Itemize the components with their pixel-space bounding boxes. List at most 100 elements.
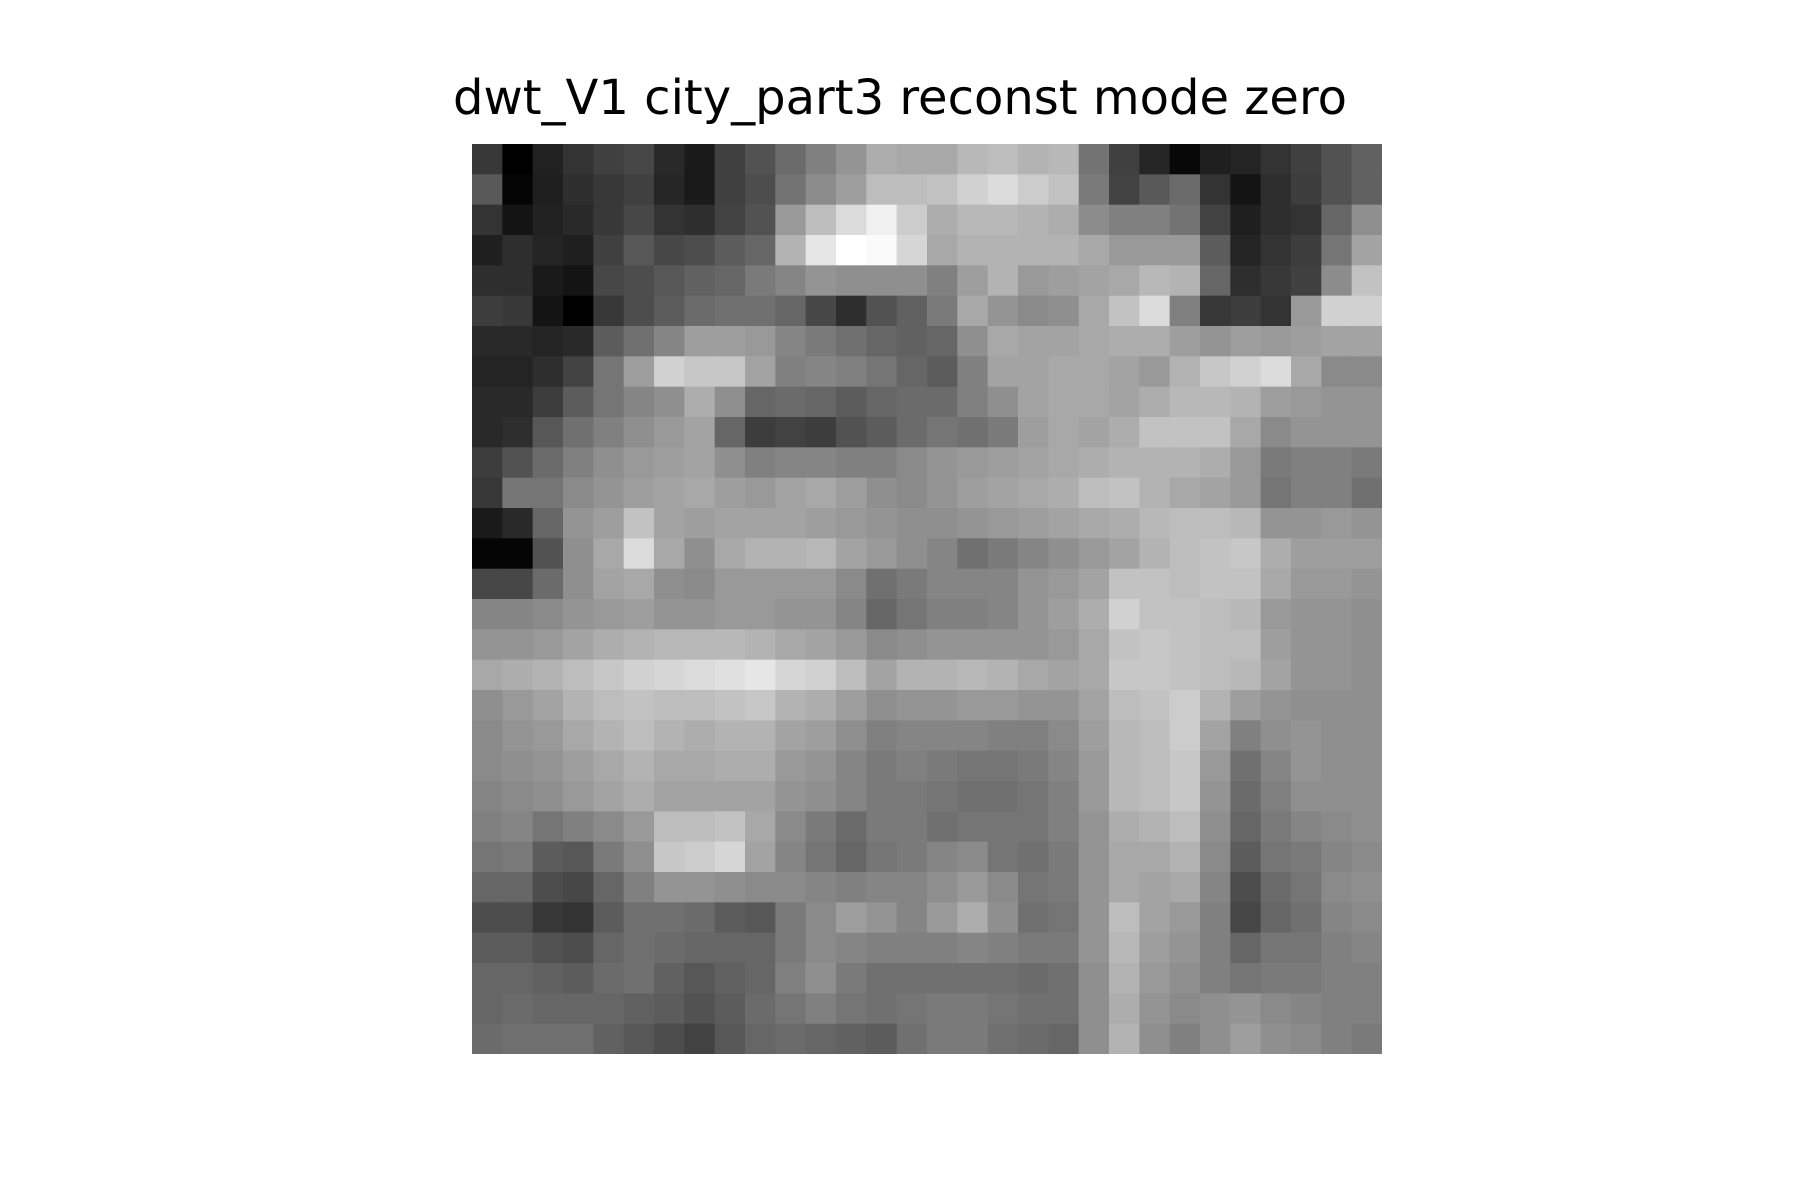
image-pixel <box>654 811 685 843</box>
image-pixel <box>502 447 534 479</box>
image-pixel <box>1169 174 1201 206</box>
image-pixel <box>563 538 594 570</box>
image-pixel <box>654 144 685 175</box>
image-pixel <box>1321 447 1353 479</box>
image-pixel <box>896 265 928 297</box>
image-pixel <box>1260 144 1292 175</box>
image-pixel <box>684 144 716 175</box>
image-pixel <box>1351 477 1382 509</box>
image-pixel <box>805 477 837 509</box>
image-pixel <box>1230 356 1262 388</box>
image-pixel <box>1109 599 1140 630</box>
image-pixel <box>1321 720 1353 752</box>
image-pixel <box>1351 659 1382 691</box>
image-pixel <box>593 811 625 843</box>
image-pixel <box>775 781 807 812</box>
image-pixel <box>957 265 989 297</box>
image-pixel <box>745 326 776 357</box>
image-pixel <box>745 204 776 236</box>
image-pixel <box>1078 872 1110 903</box>
image-pixel <box>1260 295 1292 327</box>
image-pixel <box>745 538 776 570</box>
image-pixel <box>896 144 928 175</box>
image-pixel <box>1230 508 1262 539</box>
image-pixel <box>745 750 776 782</box>
image-pixel <box>532 659 564 691</box>
image-pixel <box>1260 386 1292 418</box>
image-pixel <box>623 326 655 357</box>
image-pixel <box>805 417 837 448</box>
image-pixel <box>1169 204 1201 236</box>
image-pixel <box>1048 659 1080 691</box>
image-pixel <box>957 386 989 418</box>
image-pixel <box>745 235 776 266</box>
image-pixel <box>775 963 807 994</box>
image-pixel <box>1321 538 1353 570</box>
image-pixel <box>1018 690 1049 721</box>
image-pixel <box>866 356 898 388</box>
image-pixel <box>927 872 958 903</box>
image-pixel <box>1018 477 1049 509</box>
image-pixel <box>593 659 625 691</box>
image-pixel <box>775 902 807 934</box>
image-pixel <box>714 144 746 175</box>
image-pixel <box>1260 932 1292 964</box>
image-pixel <box>1018 720 1049 752</box>
image-pixel <box>1321 265 1353 297</box>
image-pixel <box>593 963 625 994</box>
image-pixel <box>1078 750 1110 782</box>
image-pixel <box>896 659 928 691</box>
image-pixel <box>775 174 807 206</box>
image-pixel <box>1109 538 1140 570</box>
image-pixel <box>1078 356 1110 388</box>
image-pixel <box>775 993 807 1025</box>
image-pixel <box>866 629 898 661</box>
image-pixel <box>1351 750 1382 782</box>
image-pixel <box>1109 144 1140 175</box>
image-pixel <box>957 235 989 266</box>
image-pixel <box>502 932 534 964</box>
image-pixel <box>1139 265 1171 297</box>
image-pixel <box>1018 356 1049 388</box>
image-pixel <box>805 841 837 873</box>
image-pixel <box>745 599 776 630</box>
image-pixel <box>1260 204 1292 236</box>
image-pixel <box>714 538 746 570</box>
image-pixel <box>775 477 807 509</box>
image-pixel <box>1078 1023 1110 1054</box>
image-pixel <box>1139 386 1171 418</box>
image-pixel <box>805 568 837 600</box>
image-pixel <box>1139 204 1171 236</box>
image-pixel <box>1291 750 1322 782</box>
image-pixel <box>593 326 625 357</box>
image-pixel <box>593 993 625 1025</box>
image-pixel <box>866 932 898 964</box>
image-pixel <box>623 841 655 873</box>
image-pixel <box>654 993 685 1025</box>
image-pixel <box>1200 690 1231 721</box>
image-pixel <box>1048 508 1080 539</box>
image-pixel <box>532 932 564 964</box>
image-pixel <box>1200 872 1231 903</box>
image-pixel <box>1018 417 1049 448</box>
image-pixel <box>896 872 928 903</box>
image-pixel <box>563 902 594 934</box>
image-pixel <box>1169 841 1201 873</box>
image-pixel <box>502 295 534 327</box>
image-pixel <box>1351 295 1382 327</box>
image-pixel <box>1230 963 1262 994</box>
image-pixel <box>1109 963 1140 994</box>
image-pixel <box>472 568 503 600</box>
image-pixel <box>472 750 503 782</box>
image-pixel <box>957 872 989 903</box>
image-pixel <box>714 235 746 266</box>
image-pixel <box>623 993 655 1025</box>
image-pixel <box>1169 477 1201 509</box>
image-pixel <box>1230 174 1262 206</box>
image-pixel <box>1078 386 1110 418</box>
image-pixel <box>714 477 746 509</box>
image-pixel <box>1139 235 1171 266</box>
image-pixel <box>805 295 837 327</box>
image-pixel <box>532 386 564 418</box>
image-pixel <box>1200 508 1231 539</box>
